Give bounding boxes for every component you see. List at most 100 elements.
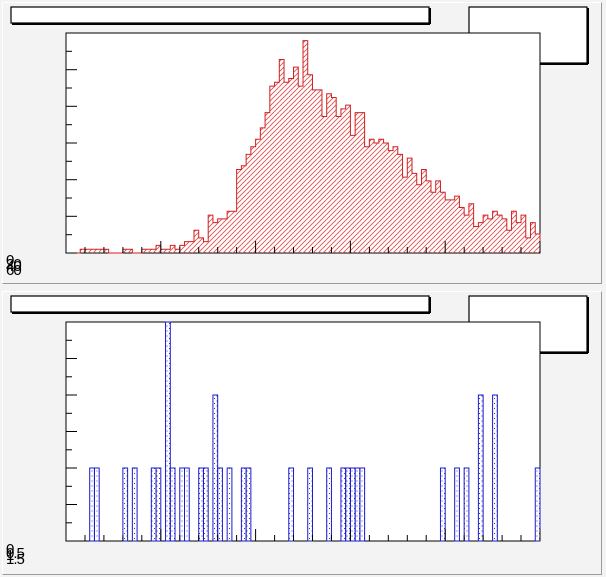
bar: [317, 89, 322, 254]
bar: [179, 245, 185, 253]
bar: [212, 395, 218, 541]
bar: [312, 89, 318, 254]
bar-outline: [217, 467, 223, 542]
bar: [222, 218, 228, 253]
bar: [84, 249, 90, 253]
bar: [321, 116, 327, 253]
histogram-pad-top: 0 20 40 60: [2, 2, 602, 284]
bar: [193, 230, 199, 253]
bar: [393, 146, 398, 253]
bar: [359, 468, 365, 541]
bar: [146, 249, 152, 253]
bar-outline: [359, 467, 366, 542]
y-tick-label: 0: [6, 541, 14, 558]
bar: [269, 86, 275, 253]
bar: [288, 78, 294, 254]
bar: [440, 192, 446, 253]
bar: [156, 468, 161, 541]
bar: [127, 249, 133, 253]
title-box: [10, 295, 430, 313]
bar: [454, 468, 460, 541]
y-tick-label: 20: [6, 256, 22, 273]
bar: [293, 67, 299, 253]
bar: [464, 468, 469, 541]
bar: [502, 218, 507, 253]
bar: [535, 468, 540, 541]
bar: [288, 468, 294, 541]
bar: [388, 150, 394, 253]
bar: [179, 468, 185, 541]
bar: [525, 237, 531, 253]
bar: [345, 468, 351, 541]
bar: [198, 468, 204, 541]
bars-group: [80, 40, 540, 254]
bar: [435, 180, 441, 253]
bar: [359, 112, 365, 253]
bar-outline: [184, 467, 190, 542]
bar: [430, 192, 436, 253]
title-box: [10, 6, 430, 24]
histogram-pad-bottom: 0 0.5 1 1.5: [2, 291, 602, 575]
bar: [203, 468, 209, 541]
bar: [397, 154, 403, 253]
bar: [217, 218, 223, 253]
bar: [336, 116, 341, 253]
bar: [511, 211, 517, 253]
bar: [407, 158, 413, 253]
bar-outline: [202, 467, 209, 542]
y-tick-label: 1.5: [6, 551, 25, 568]
bar: [426, 180, 431, 253]
bar: [274, 82, 280, 253]
bar-outline: [131, 467, 138, 542]
bar: [160, 249, 166, 253]
bar: [265, 112, 270, 253]
histogram-outline: [66, 40, 541, 254]
bar: [151, 468, 157, 541]
bar: [516, 222, 522, 253]
bar-outline: [534, 467, 541, 542]
y-tick-label: 0: [6, 252, 14, 269]
bar-outline: [122, 467, 129, 542]
bar: [402, 177, 408, 253]
bar: [497, 215, 503, 253]
bar: [89, 249, 95, 253]
bar: [80, 249, 85, 253]
histogram-canvas-bottom: [10, 295, 589, 542]
bar: [94, 249, 100, 253]
bar: [198, 237, 204, 253]
bar: [412, 173, 417, 253]
bar-outline: [439, 467, 446, 542]
bar: [307, 468, 313, 541]
y-tick-label: 0.5: [6, 545, 25, 562]
bars-group: [89, 322, 540, 541]
bar: [350, 135, 356, 253]
bar: [170, 245, 176, 253]
bar-outline: [155, 467, 162, 542]
bar-outline: [492, 394, 498, 542]
bar: [468, 203, 474, 253]
bar: [478, 395, 484, 541]
bar: [122, 249, 128, 253]
bar: [350, 468, 356, 541]
histogram-canvas-top: [10, 6, 589, 254]
bar: [355, 468, 360, 541]
bar: [241, 165, 247, 253]
bar: [175, 249, 180, 253]
bar: [303, 40, 308, 254]
bar: [464, 215, 469, 253]
bar: [416, 184, 422, 253]
bar: [378, 139, 384, 253]
bar: [454, 196, 460, 253]
bar: [184, 468, 190, 541]
bar: [231, 211, 237, 253]
bar: [530, 222, 536, 253]
bar: [184, 241, 190, 253]
y-tick-label: 40: [6, 258, 22, 275]
bar: [492, 395, 498, 541]
bar: [345, 105, 351, 253]
bar: [122, 468, 128, 541]
bar: [326, 93, 332, 253]
bar: [250, 146, 256, 253]
bar-outline: [307, 467, 313, 542]
bar: [383, 143, 389, 253]
